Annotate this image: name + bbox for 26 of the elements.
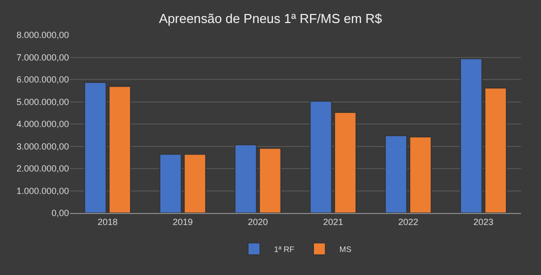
x-tick-label: 2021 <box>323 216 344 227</box>
y-tick-label: 4.000.000,00 <box>16 119 69 130</box>
x-tick-label: 2020 <box>248 216 268 227</box>
legend-label: MS <box>339 244 352 254</box>
bar <box>234 144 257 213</box>
y-tick-label: 7.000.000,00 <box>16 52 69 62</box>
bar <box>460 58 482 213</box>
y-tick-label: 3.000.000,00 <box>16 141 69 152</box>
legend-label: 1ª RF <box>274 244 294 254</box>
bar <box>258 148 282 213</box>
x-tick-label: 2023 <box>473 216 494 227</box>
bar <box>84 82 107 213</box>
bar <box>484 87 507 213</box>
y-tick-label: 6.000.000,00 <box>16 74 69 85</box>
bar <box>310 100 332 213</box>
x-tick-label: 2018 <box>98 216 118 227</box>
y-tick-label: 0,00 <box>51 208 69 218</box>
y-tick-label: 2.000.000,00 <box>16 164 69 174</box>
y-tick-label: 8.000.000,00 <box>16 30 69 40</box>
bar <box>108 86 132 213</box>
bar <box>334 112 357 213</box>
x-tick-label: 2019 <box>172 216 193 227</box>
y-tick-label: 1.000.000,00 <box>16 186 69 196</box>
y-tick-label: 5.000.000,00 <box>16 96 69 107</box>
chart-title: Apreensão de Pneus 1ª RF/MS em R$ <box>158 10 383 26</box>
x-tick-label: 2022 <box>398 216 418 227</box>
